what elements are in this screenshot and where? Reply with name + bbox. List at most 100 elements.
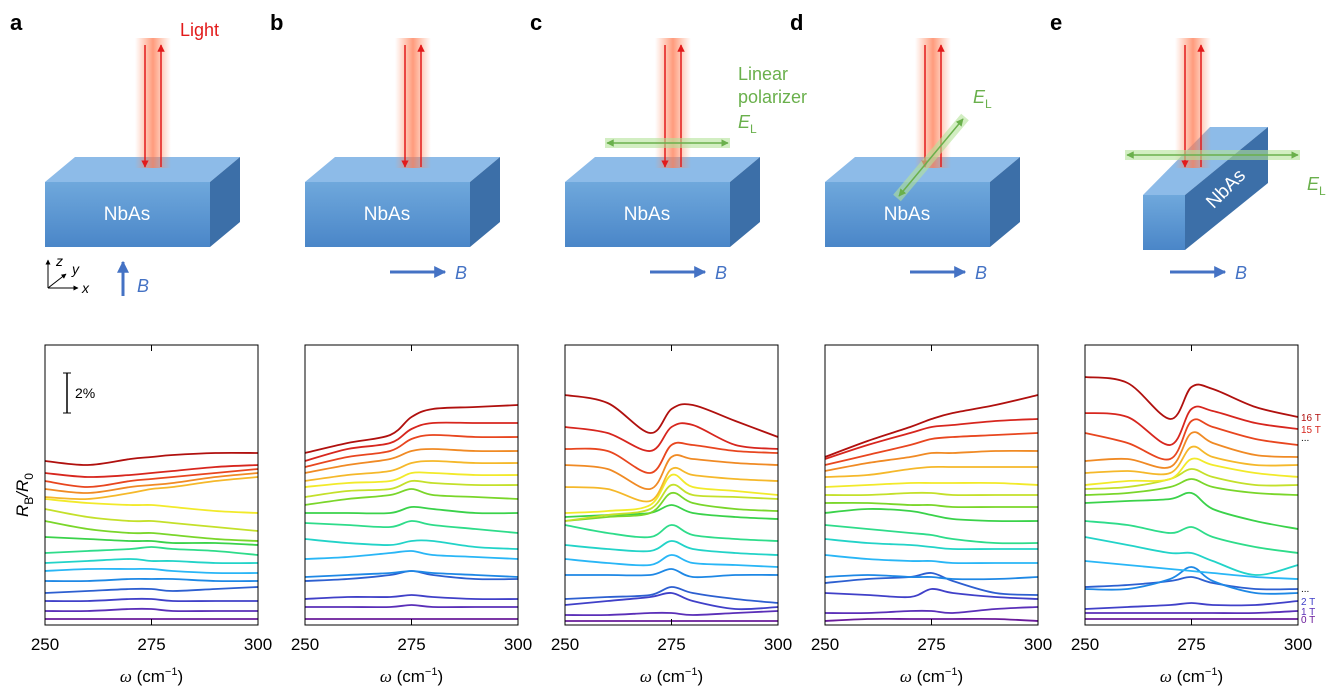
spectrum-line — [1084, 600, 1299, 610]
light-glow — [1175, 38, 1211, 168]
x-label-close: ) — [177, 667, 183, 686]
spectrum-line — [304, 520, 519, 534]
light-glow — [655, 38, 691, 168]
spectrum-line — [44, 508, 259, 532]
spectrum-line — [565, 568, 779, 579]
spectrum-line — [824, 465, 1038, 478]
x-tick-label: 300 — [244, 635, 272, 654]
spectrum-line — [44, 476, 259, 501]
spectrum-line — [304, 471, 519, 488]
spectrum-line — [304, 479, 519, 498]
spectrum-line — [824, 491, 1038, 497]
box-top — [565, 157, 760, 182]
spectrum-line — [824, 554, 1038, 565]
field-label: B — [1235, 263, 1247, 283]
x-label-close: ) — [697, 667, 703, 686]
spectrum-line — [564, 394, 779, 438]
x-label-symbol: ω — [1160, 667, 1172, 686]
spectrum-line — [564, 610, 779, 617]
e-symbol: E — [1307, 174, 1320, 194]
spectrum-line — [824, 524, 1039, 545]
field-label: B — [137, 276, 149, 296]
sample-label: NbAs — [624, 204, 670, 225]
polarization-label: EL — [1307, 174, 1326, 198]
spectrum-line — [304, 604, 518, 609]
x-tick-label: 250 — [1071, 635, 1099, 654]
x-tick-label: 250 — [811, 635, 839, 654]
spectrum-line — [1084, 478, 1299, 496]
e-subscript: L — [985, 97, 992, 111]
spectrum-line — [304, 488, 519, 506]
spectrum-line — [564, 586, 779, 604]
spectrum-line — [1084, 576, 1299, 591]
spectrum-line — [824, 588, 1039, 600]
axis-label: y — [71, 261, 80, 277]
spectrum-line — [44, 468, 259, 488]
x-tick-label: 275 — [397, 635, 425, 654]
x-label-symbol: ω — [380, 667, 392, 686]
box-front — [45, 182, 210, 247]
x-axis-label: ω (cm−1) — [380, 666, 443, 686]
y-label-sub: 0 — [22, 473, 36, 480]
spectrum-line — [1084, 520, 1299, 554]
spectrum-line — [824, 394, 1039, 458]
polarization-label: EL — [738, 112, 757, 136]
y-axis-label: RB/R0 — [13, 473, 36, 517]
spectrum-line — [824, 449, 1039, 472]
spectrum-line — [564, 491, 779, 522]
box-top — [305, 157, 500, 182]
axis-label: z — [55, 253, 63, 269]
x-label-close: ) — [437, 667, 443, 686]
spectrum-line — [564, 473, 779, 514]
spectrum-line — [44, 520, 259, 542]
sample-label: NbAs — [364, 204, 410, 225]
panel-letter: b — [270, 10, 283, 35]
x-tick-label: 250 — [31, 635, 59, 654]
spectrum-line — [44, 451, 259, 466]
x-label-sup: −1 — [685, 666, 698, 678]
x-label-close: ) — [1217, 667, 1223, 686]
spectrum-line — [1084, 566, 1299, 595]
x-label-text: (cm — [652, 667, 685, 686]
x-tick-label: 300 — [1284, 635, 1312, 654]
scale-bar-label: 2% — [75, 385, 95, 401]
box-side — [210, 157, 240, 247]
spectrum-line — [1084, 536, 1299, 576]
spectrum-line — [564, 422, 779, 452]
spectrum-line — [824, 508, 1039, 523]
spectrum-line — [564, 524, 779, 542]
x-label-text: (cm — [392, 667, 425, 686]
e-subscript: L — [1319, 184, 1326, 198]
box-front — [1143, 195, 1185, 250]
box-front — [565, 182, 730, 247]
x-tick-label: 275 — [917, 635, 945, 654]
spectrum-line — [1084, 418, 1299, 461]
spectrum-line — [44, 577, 259, 583]
panel-letter: a — [10, 10, 23, 35]
series-ellipsis: ... — [1301, 433, 1309, 444]
spectrum-line — [564, 554, 779, 568]
box-side — [730, 157, 760, 247]
spectrum-line — [824, 432, 1039, 466]
spectrum-line — [305, 505, 519, 515]
spectrum-line — [1084, 445, 1299, 476]
spectrum-line — [44, 472, 259, 494]
y-label-slash: /R — [13, 480, 32, 498]
spectrum-line — [564, 540, 779, 556]
spectrum-line — [1084, 491, 1299, 530]
x-tick-label: 275 — [1177, 635, 1205, 654]
x-label-text: (cm — [132, 667, 165, 686]
spectrum-line — [304, 404, 519, 454]
spectrum-line — [564, 466, 779, 503]
e-subscript: L — [750, 122, 757, 136]
spectrum-line — [304, 434, 519, 468]
spectrum-line — [564, 483, 779, 522]
x-tick-label: 300 — [1024, 635, 1052, 654]
spectrum-line — [1084, 457, 1299, 486]
field-label: B — [975, 263, 987, 283]
series-label: 2 T — [1301, 597, 1315, 608]
x-label-sup: −1 — [945, 666, 958, 678]
spectrum-line — [44, 607, 258, 613]
spectrum-line — [44, 558, 259, 565]
